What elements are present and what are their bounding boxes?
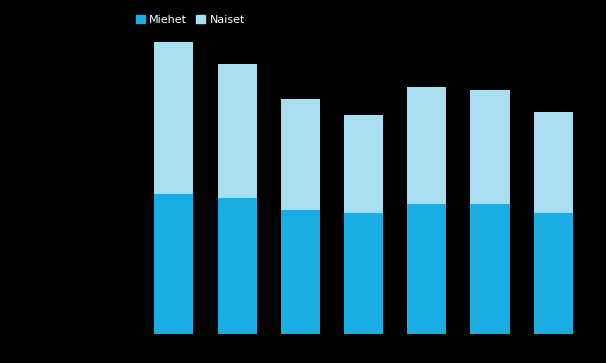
Bar [344,213,383,334]
Bar [407,86,447,204]
Bar [155,42,193,195]
Bar [534,213,573,334]
Bar [218,197,257,334]
Bar [155,195,193,334]
Bar [407,204,447,334]
Bar [470,204,510,334]
Legend: Miehet, Naiset: Miehet, Naiset [136,15,245,25]
Bar [218,64,257,197]
Bar [344,115,383,213]
Bar [470,90,510,204]
Bar [534,112,573,213]
Bar [281,210,320,334]
Bar [281,99,320,210]
